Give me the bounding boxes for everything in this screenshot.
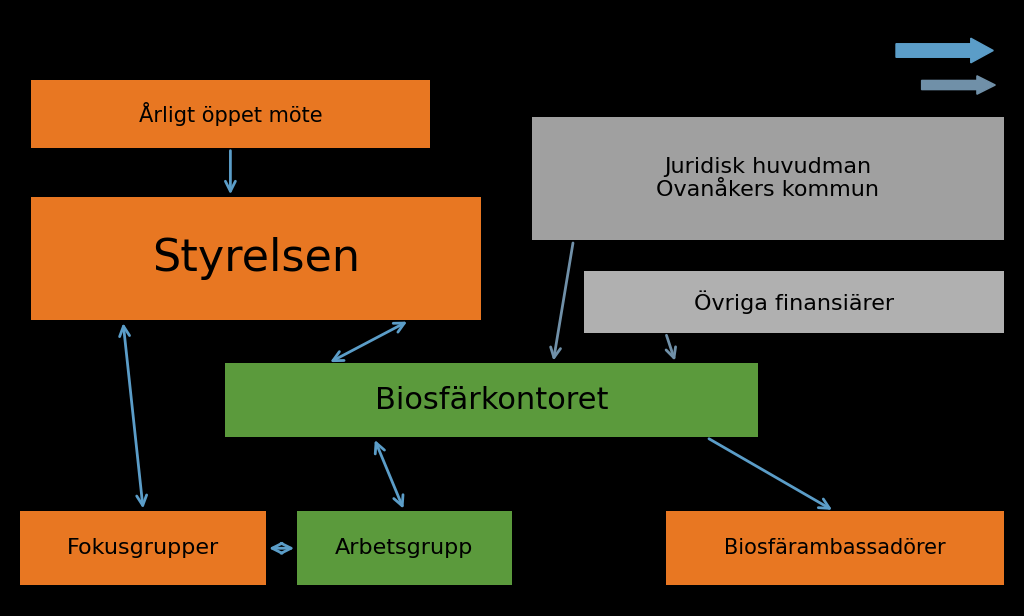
Text: Styrelsen: Styrelsen (152, 237, 360, 280)
FancyBboxPatch shape (225, 363, 758, 437)
Text: Årligt öppet möte: Årligt öppet möte (138, 102, 323, 126)
Text: Biosfärambassadörer: Biosfärambassadörer (724, 538, 945, 558)
Text: Övriga finansiärer: Övriga finansiärer (693, 290, 894, 314)
Text: Fokusgrupper: Fokusgrupper (68, 538, 219, 558)
FancyBboxPatch shape (584, 271, 1004, 333)
FancyBboxPatch shape (666, 511, 1004, 585)
Text: Arbetsgrupp: Arbetsgrupp (335, 538, 474, 558)
FancyBboxPatch shape (31, 197, 481, 320)
FancyBboxPatch shape (31, 80, 430, 148)
FancyArrow shape (922, 76, 995, 94)
Text: Juridisk huvudman
Ovanåkers kommun: Juridisk huvudman Ovanåkers kommun (656, 157, 880, 200)
FancyArrow shape (896, 38, 993, 63)
FancyBboxPatch shape (20, 511, 266, 585)
FancyBboxPatch shape (532, 117, 1004, 240)
FancyBboxPatch shape (297, 511, 512, 585)
Text: Biosfärkontoret: Biosfärkontoret (375, 386, 608, 415)
